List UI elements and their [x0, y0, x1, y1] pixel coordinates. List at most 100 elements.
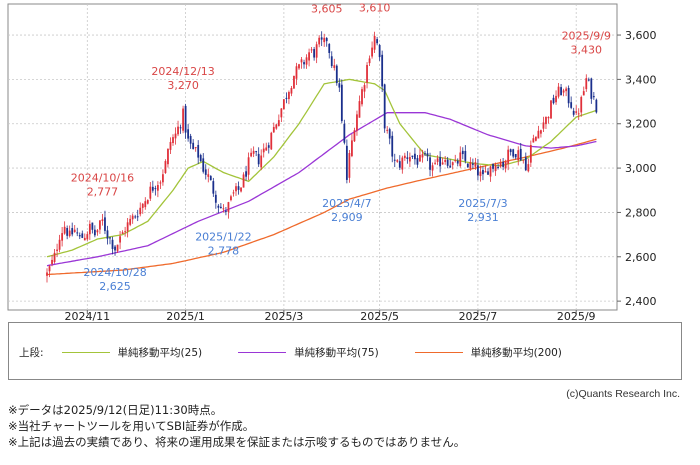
candle-body: [509, 149, 512, 153]
candle-body: [219, 206, 222, 209]
y-axis: 2,400 2,600 2,800 3,000 3,200 3,400 3,600: [617, 29, 657, 308]
candle: [194, 146, 197, 152]
candle: [351, 134, 353, 158]
candle: [406, 151, 409, 164]
candle-body: [141, 203, 144, 208]
candle: [141, 202, 144, 214]
candle-body: [222, 208, 225, 210]
candle: [116, 244, 119, 254]
candle: [471, 158, 474, 169]
candle: [534, 136, 537, 142]
candle-body: [227, 202, 230, 213]
candle: [262, 143, 265, 158]
candle: [293, 75, 295, 89]
candle-body: [403, 155, 406, 159]
candle-body: [416, 158, 419, 165]
candle-body: [56, 249, 58, 251]
candle: [207, 168, 210, 183]
candle-body: [492, 164, 494, 169]
candle-body: [162, 174, 164, 183]
candle-body: [174, 133, 177, 139]
candle-body: [315, 44, 318, 58]
candle-body: [358, 101, 361, 118]
candle-body: [146, 200, 149, 204]
candle-body: [197, 144, 200, 158]
candle-body: [260, 155, 263, 168]
candle: [192, 139, 195, 150]
candle: [333, 58, 336, 71]
candle-body: [398, 161, 401, 168]
candle: [540, 129, 542, 138]
candle: [343, 119, 346, 145]
candle-body: [139, 207, 142, 215]
candle-body: [330, 56, 333, 67]
candle-body: [290, 88, 293, 94]
candle: [255, 150, 258, 157]
candle: [222, 204, 225, 213]
candle-body: [265, 147, 268, 151]
candle: [124, 226, 127, 237]
candle: [507, 145, 510, 171]
candle: [257, 147, 260, 167]
candle-body: [247, 157, 250, 175]
x-tick-label: 2025/7: [459, 310, 498, 322]
annotation-high: 2024/10/162,777: [71, 171, 134, 198]
candle: [567, 85, 570, 108]
candle-body: [459, 152, 462, 167]
candle-body: [534, 136, 537, 141]
candle: [73, 225, 76, 233]
legend-label-ma25: 単純移動平均(25): [117, 347, 203, 359]
candle: [177, 120, 179, 137]
candle-body: [106, 230, 109, 239]
candle: [204, 164, 207, 180]
candle: [187, 124, 190, 142]
candle: [504, 159, 507, 173]
candle-body: [101, 219, 104, 222]
candle-body: [547, 117, 550, 119]
candle-body: [182, 108, 184, 131]
candle: [451, 161, 454, 170]
candle: [121, 230, 124, 234]
candle-body: [272, 126, 275, 133]
candle-body: [179, 127, 182, 129]
candle: [502, 157, 505, 171]
candle-body: [371, 47, 373, 57]
candle: [48, 265, 51, 278]
candle: [449, 159, 452, 168]
candle: [592, 91, 595, 100]
candle-body: [121, 232, 124, 234]
candle: [99, 220, 101, 234]
annotation-date: 2024/10/16: [71, 171, 134, 184]
candle-body: [449, 165, 452, 168]
candle-body: [325, 37, 328, 42]
candle: [56, 243, 58, 257]
candle: [381, 50, 384, 93]
candle-body: [156, 185, 159, 191]
candle-body: [109, 237, 111, 239]
candle-body: [524, 157, 527, 171]
candle: [577, 108, 580, 121]
candle: [96, 228, 99, 236]
candle: [575, 105, 578, 116]
x-tick-label: 2025/3: [265, 310, 304, 322]
candle-body: [522, 159, 525, 161]
candle: [252, 146, 255, 158]
candle: [345, 139, 348, 184]
candle: [411, 155, 414, 160]
candle: [134, 214, 137, 219]
candle-body: [378, 45, 381, 58]
candle-body: [436, 158, 439, 162]
candle-body: [537, 130, 540, 139]
candle: [156, 181, 159, 198]
candle-body: [282, 99, 285, 110]
annotation-date: 2024/12/13: [151, 65, 214, 78]
candle-body: [230, 196, 232, 201]
candle: [146, 199, 149, 205]
candle: [295, 62, 298, 85]
candle: [58, 234, 61, 253]
candle: [240, 187, 242, 193]
candle-body: [414, 153, 416, 160]
candle-body: [419, 154, 421, 162]
candle-body: [167, 148, 169, 165]
candle: [361, 86, 363, 107]
